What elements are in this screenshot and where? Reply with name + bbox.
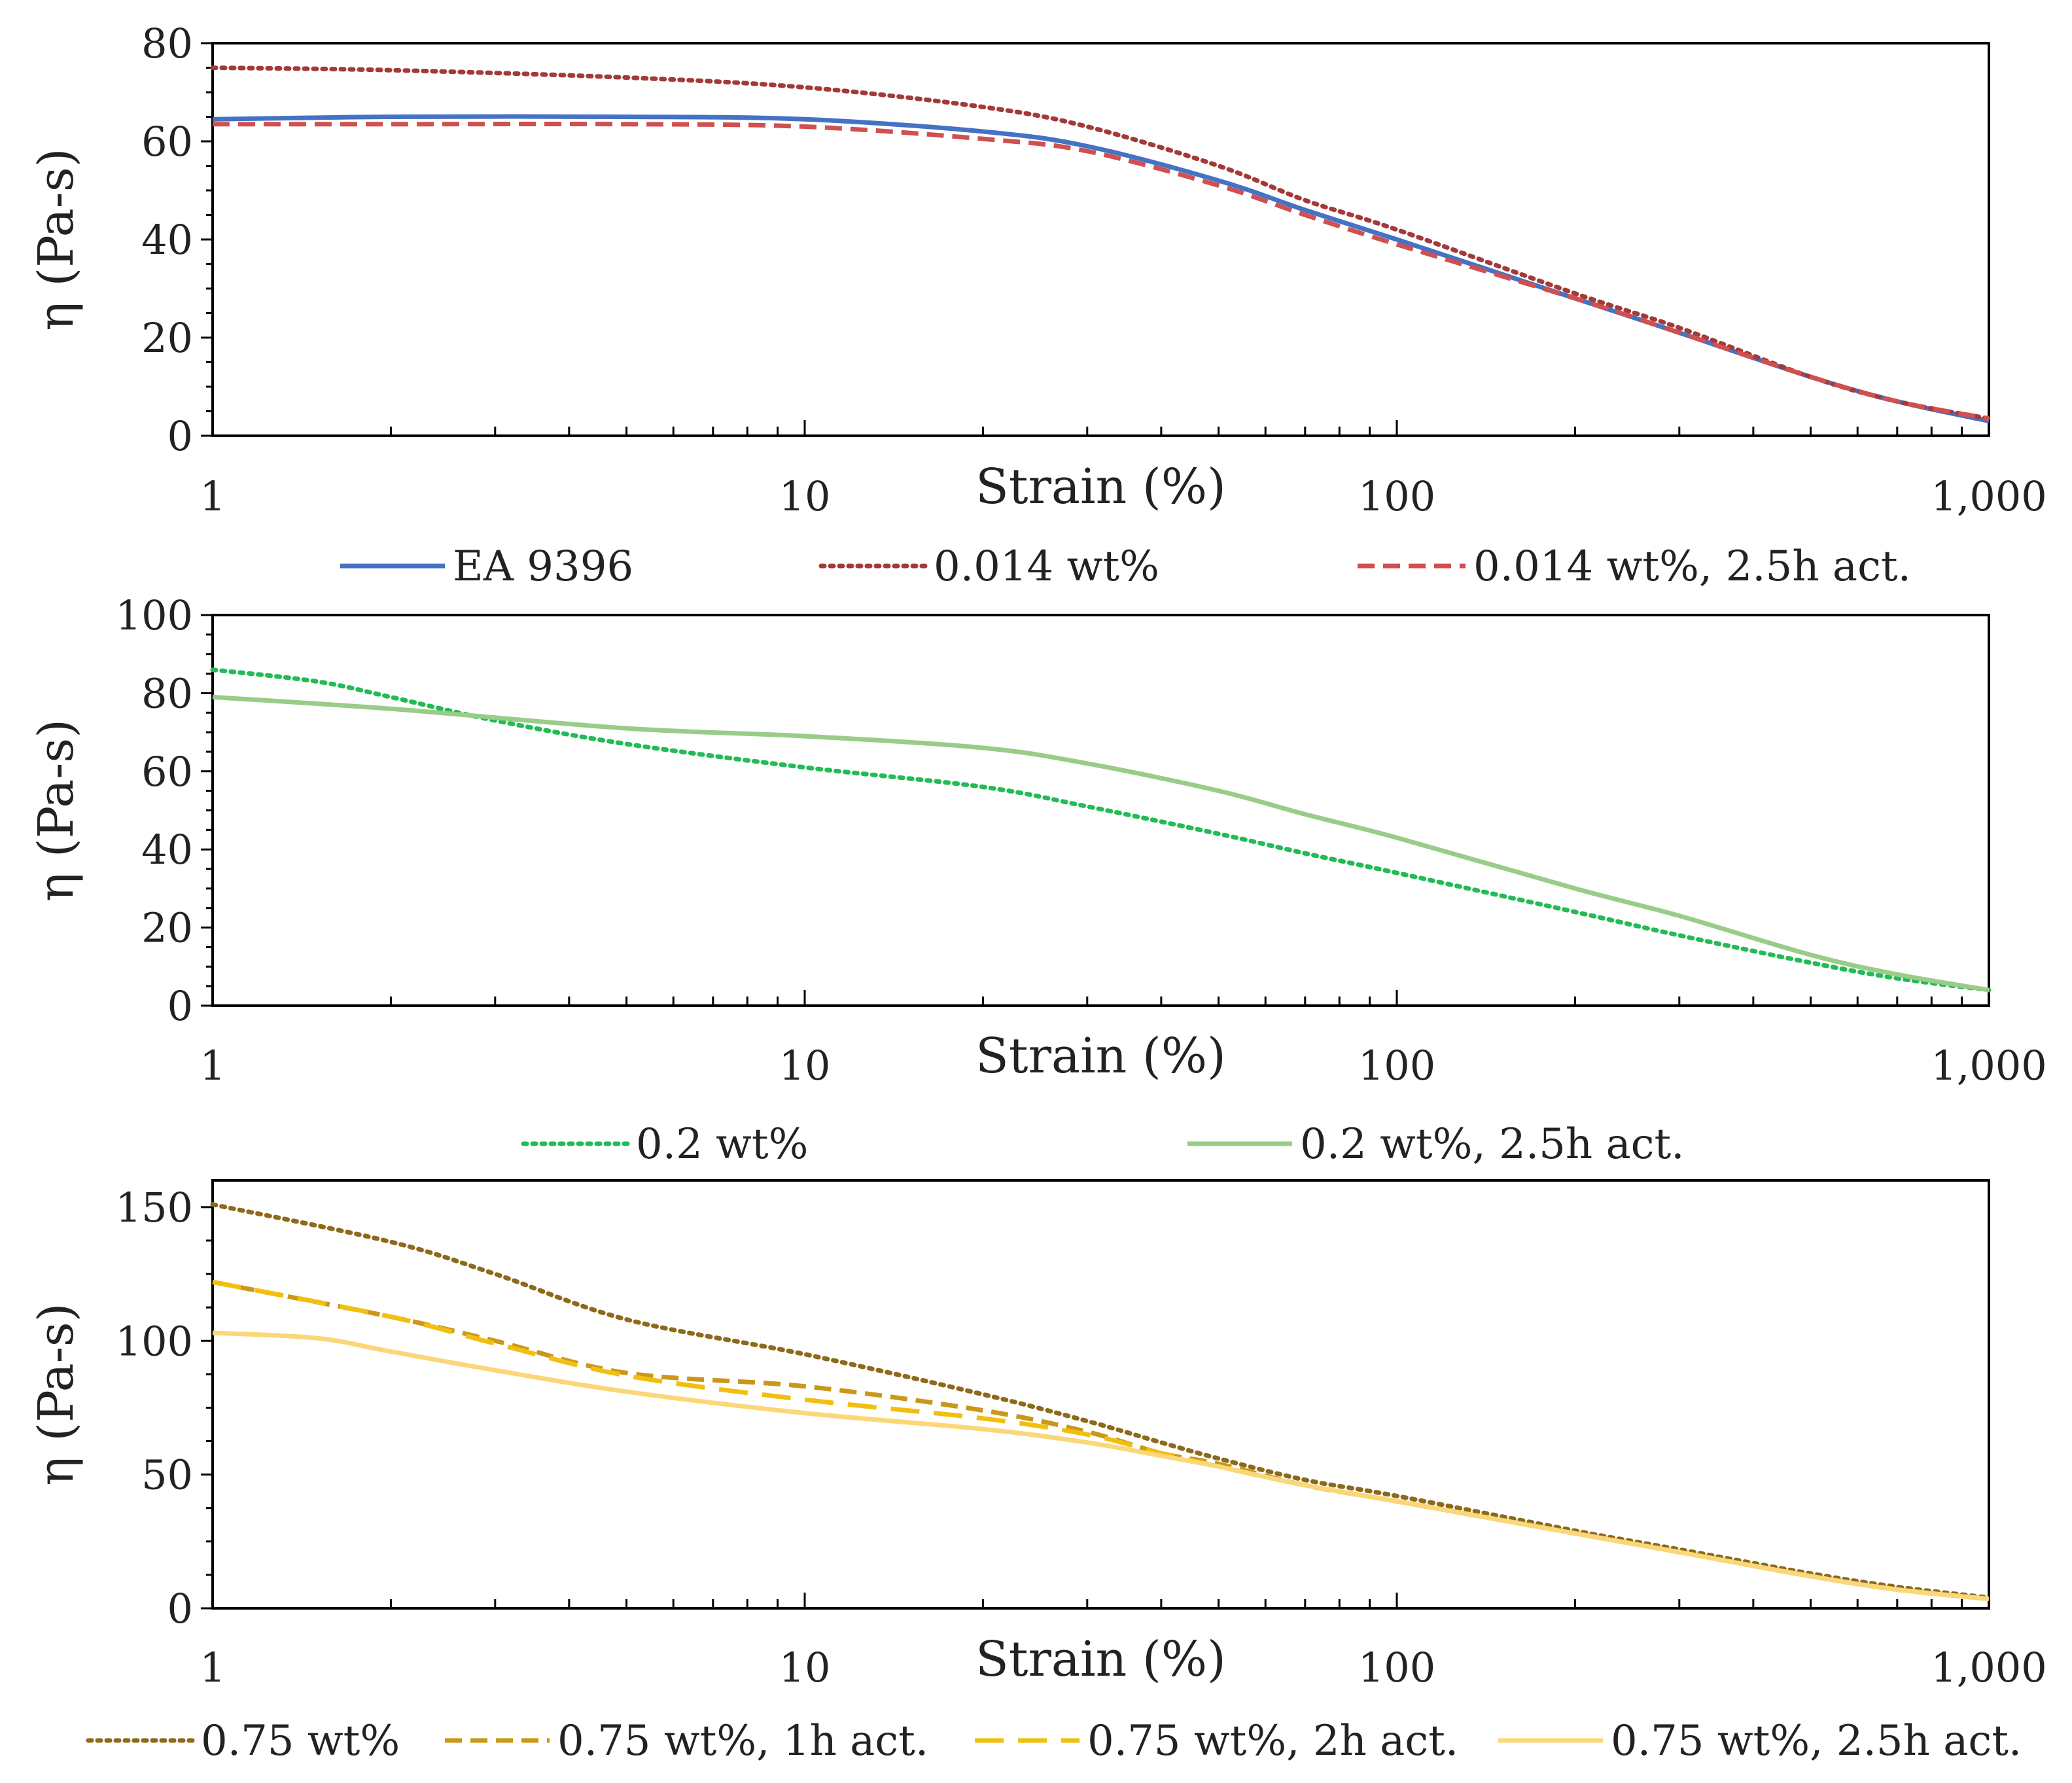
x-tick-label: 10: [779, 1644, 831, 1691]
series-line-2: [212, 1279, 1990, 1602]
legend-label-1: 0.2 wt%: [636, 1120, 808, 1169]
y-tick-label: 20: [141, 314, 193, 362]
x-tick-label: 1: [200, 1644, 225, 1691]
chart-panel-2: 1 10 100 1,000 0 20 40 60 80 100 Strain (%) η (Pa-s…: [28, 591, 2047, 1169]
y-tick-label: 150: [116, 1184, 193, 1231]
y-tick-label: 80: [141, 20, 193, 67]
x-tick-label: 1,000: [1931, 1042, 2047, 1089]
series-line-2: [212, 694, 1990, 993]
y-tick-label: 60: [141, 118, 193, 166]
x-tick-label: 100: [1358, 1042, 1435, 1089]
y-tick-label: 0: [167, 412, 193, 460]
y-axis-title: η (Pa-s): [28, 719, 84, 902]
plot-area: [211, 1179, 1990, 1610]
x-axis-title: Strain (%): [975, 1631, 1226, 1687]
x-axis-title: Strain (%): [975, 1028, 1226, 1084]
x-tick-label: 1: [200, 472, 225, 520]
legend-label-2: 0.014 wt%: [934, 542, 1159, 591]
x-tick-label: 1,000: [1931, 1644, 2047, 1691]
x-tick-label: 1: [200, 1042, 225, 1089]
x-tick-label: 1,000: [1931, 472, 2047, 520]
legend-label-1: 0.75 wt%: [201, 1717, 400, 1765]
legend-label-4: 0.75 wt%, 2.5h act.: [1611, 1717, 2022, 1765]
legend-label-3: 0.014 wt%, 2.5h act.: [1473, 542, 1911, 591]
y-tick-label: 60: [141, 748, 193, 796]
x-tick-label: 100: [1358, 1644, 1435, 1691]
x-tick-label: 10: [779, 1042, 831, 1089]
series-line-4: [212, 1330, 1990, 1602]
y-tick-label: 40: [141, 826, 193, 874]
series-line-3: [212, 1279, 1990, 1602]
legend-label-2: 0.75 wt%, 1h act.: [557, 1717, 928, 1765]
x-tick-label: 10: [779, 472, 831, 520]
chart-panel-3: 1 10 100 1,000 0 50 100 150 Strain (%) η (Pa-s) 0.…: [28, 1179, 2047, 1765]
legend-label-3: 0.75 wt%, 2h act.: [1087, 1717, 1458, 1765]
y-tick-label: 80: [141, 669, 193, 717]
series-line-3: [213, 121, 1990, 421]
y-axis-title: η (Pa-s): [28, 148, 84, 330]
legend-label-1: EA 9396: [453, 542, 633, 591]
y-tick-label: 0: [167, 1585, 193, 1633]
y-tick-label: 50: [141, 1451, 193, 1499]
plot-area: [211, 42, 1990, 437]
series-line-1: [210, 1202, 1992, 1600]
y-tick-label: 0: [167, 982, 193, 1030]
series-line-2: [210, 65, 1992, 421]
y-axis-title: η (Pa-s): [28, 1303, 84, 1485]
y-tick-label: 40: [141, 216, 193, 264]
x-tick-label: 100: [1358, 472, 1435, 520]
series-line-1: [212, 114, 1990, 423]
legend-label-2: 0.2 wt%, 2.5h act.: [1300, 1120, 1685, 1169]
y-tick-label: 100: [116, 591, 193, 639]
y-tick-label: 100: [116, 1317, 193, 1365]
x-axis-title: Strain (%): [975, 459, 1226, 515]
chart-panel-1: 1 10 100 1,000 0 20 40 60 80 Strain (%) η (Pa-s) EA…: [28, 20, 2047, 591]
y-tick-label: 20: [141, 904, 193, 952]
